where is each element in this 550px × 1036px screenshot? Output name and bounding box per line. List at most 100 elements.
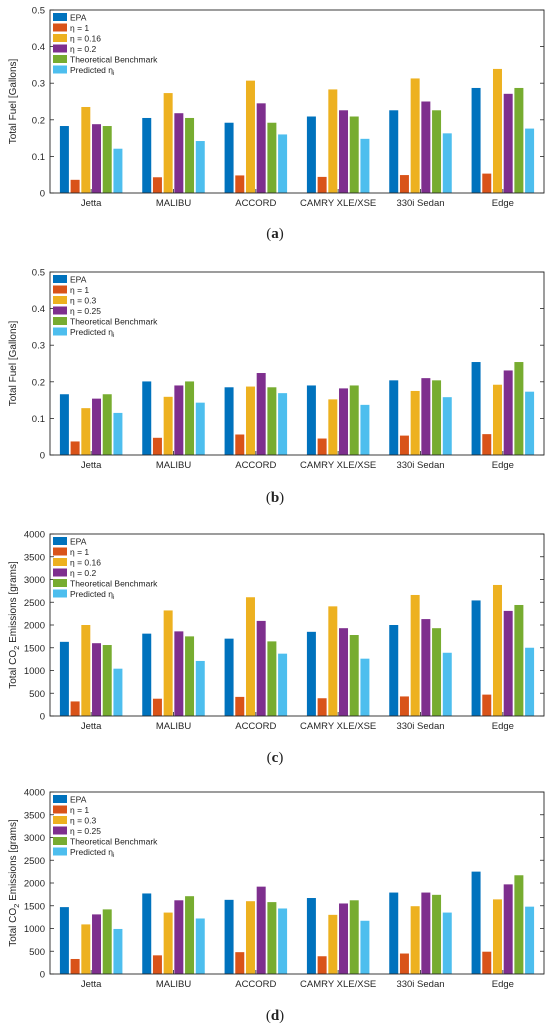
bar <box>410 594 420 716</box>
bar <box>410 390 420 455</box>
bar <box>399 953 409 974</box>
x-tick-label: CAMRY XLE/XSE <box>300 198 376 209</box>
legend-label: η = 1 <box>70 285 89 295</box>
bar <box>102 126 112 193</box>
axes-box <box>49 533 545 717</box>
bar <box>235 434 245 455</box>
y-tick-label: 0.3 <box>32 341 45 352</box>
bar <box>514 875 524 974</box>
y-tick-label: 0 <box>40 712 45 723</box>
y-tick-label: 0.5 <box>32 6 45 17</box>
bar <box>185 117 195 193</box>
bar <box>70 958 80 974</box>
x-tick-label: Jetta <box>81 198 102 209</box>
y-tick-label: 1000 <box>24 924 45 935</box>
legend-label: EPA <box>70 537 87 547</box>
bar <box>442 133 452 193</box>
bar <box>421 378 431 455</box>
bar <box>256 620 266 716</box>
legend-label: η = 0.3 <box>70 296 97 306</box>
bar <box>152 437 162 455</box>
plot-area <box>50 534 544 716</box>
bar <box>482 951 492 974</box>
bar <box>421 619 431 716</box>
bar <box>442 652 452 716</box>
x-tick-label: CAMRY XLE/XSE <box>300 721 376 732</box>
bar <box>360 138 370 193</box>
bar <box>306 631 316 716</box>
legend-swatch <box>53 317 67 325</box>
bar <box>482 434 492 455</box>
bar <box>70 441 80 455</box>
bar <box>503 884 513 974</box>
bar <box>339 388 349 455</box>
legend-swatch <box>53 285 67 294</box>
bar <box>432 110 442 193</box>
bar <box>174 631 184 716</box>
bar <box>92 914 102 974</box>
chart-panel-b: 0 0.1 0.2 0.3 0.4 0.5 Total Fuel [Gallons] Jett… <box>0 262 550 524</box>
legend-label: η = 0.3 <box>70 816 97 826</box>
bar <box>81 625 91 716</box>
legend-swatch <box>53 568 67 577</box>
bar <box>471 87 481 193</box>
y-tick-label: 0.4 <box>32 304 45 315</box>
plot-area <box>50 792 544 974</box>
bar <box>92 398 102 455</box>
legend-swatch <box>53 547 67 556</box>
y-tick-label: 0 <box>40 189 45 200</box>
chart-b: 0 0.1 0.2 0.3 0.4 0.5 Total Fuel [Gallons] Jett… <box>8 268 545 471</box>
bar <box>328 89 338 193</box>
bar <box>432 628 442 716</box>
legend-label: η = 0.2 <box>70 44 97 54</box>
chart-c: 0 500 1000 1500 2000 2500 3000 3500 4000 Total CO… <box>8 530 545 732</box>
bar <box>163 93 173 193</box>
bar <box>245 597 255 716</box>
bar <box>102 394 112 455</box>
bar <box>421 101 431 193</box>
bar <box>185 636 195 716</box>
bar <box>152 698 162 716</box>
chart-panel-c: 0 500 1000 1500 2000 2500 3000 3500 4000 Total CO… <box>0 524 550 780</box>
bar <box>113 928 123 974</box>
x-tick-label: ACCORD <box>235 198 276 209</box>
axes-box <box>49 271 545 456</box>
x-tick-label: Edge <box>492 979 514 990</box>
bar <box>267 122 277 193</box>
legend-swatch <box>53 327 67 336</box>
legend-swatch <box>53 579 67 587</box>
bar <box>410 906 420 974</box>
bar <box>256 103 266 193</box>
bar <box>442 912 452 974</box>
y-tick-label: 3500 <box>24 552 45 563</box>
bar <box>317 176 327 193</box>
bar <box>278 134 288 193</box>
bar <box>256 373 266 455</box>
legend-label: η = 0.25 <box>70 826 101 836</box>
y-tick-label: 0.5 <box>32 268 45 279</box>
legend-label: Theoretical Benchmark <box>70 55 158 65</box>
bar <box>339 110 349 193</box>
x-tick-label: Jetta <box>81 460 102 471</box>
bar <box>113 412 123 455</box>
legend-label: η = 1 <box>70 547 89 557</box>
bar <box>59 126 69 193</box>
y-axis-label: Total Fuel [Gallons] <box>8 320 19 406</box>
y-tick-label: 4000 <box>24 530 45 541</box>
bar <box>389 625 399 716</box>
bar <box>163 396 173 455</box>
y-axis-label: Total CO2 Emissions [grams] <box>8 561 21 689</box>
legend-swatch <box>53 837 67 845</box>
bar <box>349 900 359 974</box>
legend-swatch <box>53 13 67 21</box>
bar <box>306 385 316 455</box>
x-tick-label: ACCORD <box>235 460 276 471</box>
bar <box>525 906 535 974</box>
legend-label: Theoretical Benchmark <box>70 579 158 589</box>
bar <box>389 892 399 974</box>
bar <box>317 698 327 716</box>
legend-label: EPA <box>70 13 87 23</box>
y-tick-label: 4000 <box>24 788 45 799</box>
y-tick-label: 3000 <box>24 833 45 844</box>
bar <box>235 175 245 193</box>
